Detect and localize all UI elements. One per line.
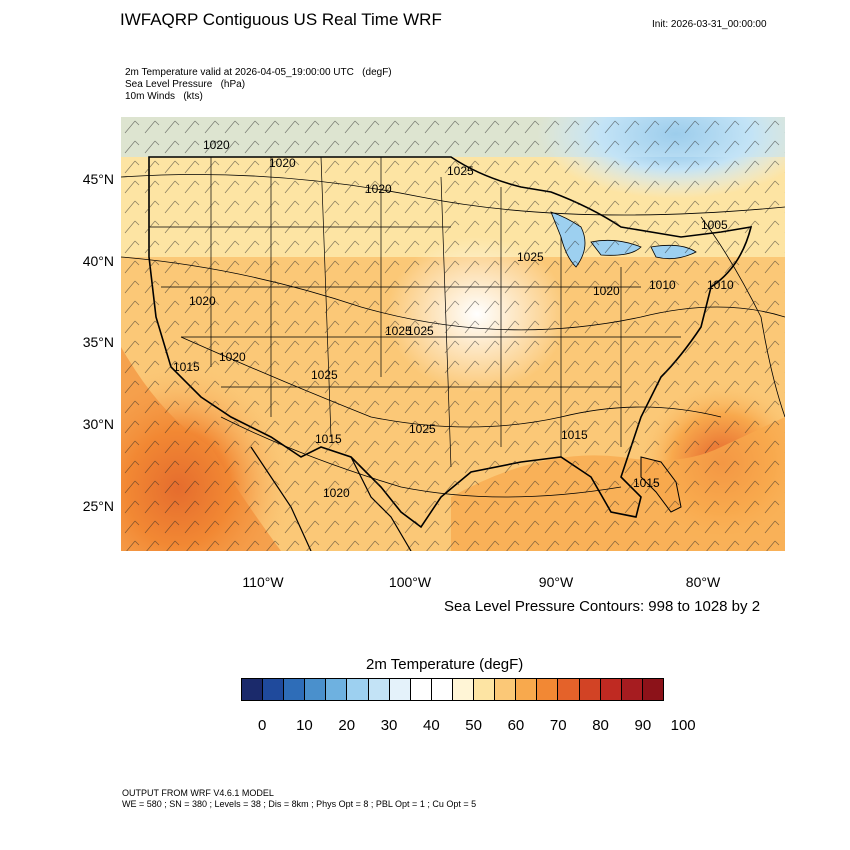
lon-label-110: 110°W (242, 574, 284, 590)
map-title: IWFAQRP Contiguous US Real Time WRF (120, 10, 442, 29)
pressure-label: 1010 (707, 278, 734, 292)
lat-label-25: 25°N (82, 498, 114, 514)
colorbar-tick-label: 60 (507, 717, 525, 734)
colorbar-swatch (579, 679, 601, 700)
pressure-label: 1020 (219, 350, 246, 364)
colorbar-swatch (558, 679, 580, 700)
lon-label-100: 100°W (388, 574, 432, 590)
colorbar-tick-label: 80 (592, 717, 609, 734)
colorbar-tick-label: 100 (670, 717, 696, 734)
colorbar (241, 678, 664, 701)
colorbar-title: 2m Temperature (degF) (366, 656, 524, 673)
pressure-label: 1015 (633, 476, 660, 490)
lon-label-80: 80°W (685, 574, 721, 590)
colorbar-tick-label: 20 (338, 717, 356, 734)
lat-label-30: 30°N (82, 416, 114, 432)
colorbar-swatch (242, 679, 264, 700)
lat-label-35: 35°N (82, 334, 114, 350)
pressure-label: 1025 (407, 324, 434, 338)
pressure-label: 1005 (701, 218, 728, 232)
field-winds: 10m Winds (kts) (125, 91, 203, 102)
pressure-label: 1025 (517, 250, 544, 264)
field-pressure: Sea Level Pressure (hPa) (125, 79, 246, 90)
colorbar-swatch (347, 679, 369, 700)
colorbar-tick-label: 10 (296, 717, 313, 734)
footer-model: OUTPUT FROM WRF V4.6.1 MODEL (122, 788, 274, 798)
colorbar-tick-label: 0 (257, 717, 267, 734)
colorbar-swatch (389, 679, 411, 700)
field-descriptions: 2m Temperature valid at 2026-04-05_19:00… (125, 67, 392, 103)
colorbar-swatch (326, 679, 348, 700)
pressure-label: 1020 (189, 294, 216, 308)
pressure-label: 1020 (365, 182, 392, 196)
init-time: Init: 2026-03-31_00:00:00 (652, 19, 767, 30)
pressure-label: 1025 (385, 324, 412, 338)
pressure-label: 1025 (447, 164, 474, 178)
colorbar-tick-label: 40 (423, 717, 440, 734)
colorbar-swatch (495, 679, 517, 700)
pressure-label: 1020 (593, 284, 620, 298)
pressure-label: 1015 (561, 428, 588, 442)
colorbar-swatch (452, 679, 475, 700)
lat-label-45: 45°N (82, 171, 114, 187)
pressure-label: 1010 (649, 278, 676, 292)
field-temperature: 2m Temperature valid at 2026-04-05_19:00… (125, 67, 392, 78)
colorbar-swatch (431, 679, 453, 700)
colorbar-swatch (537, 679, 559, 700)
model-footer: OUTPUT FROM WRF V4.6.1 MODEL WE = 580 ; … (122, 788, 476, 810)
colorbar-tick-label: 70 (549, 717, 567, 734)
wind-barbs (121, 117, 785, 551)
pressure-label: 1015 (173, 360, 200, 374)
colorbar-swatch (642, 679, 663, 700)
pressure-label: 1025 (311, 368, 338, 382)
pressure-label: 1025 (409, 422, 436, 436)
colorbar-swatch (263, 679, 285, 700)
lat-label-40: 40°N (82, 253, 114, 269)
footer-config: WE = 580 ; SN = 380 ; Levels = 38 ; Dis … (122, 799, 477, 809)
pressure-label: 1020 (203, 138, 230, 152)
colorbar-tick-label: 30 (380, 717, 398, 734)
pressure-label: 1015 (315, 432, 342, 446)
colorbar-swatch (621, 679, 643, 700)
colorbar-swatch (284, 679, 306, 700)
contour-note: Sea Level Pressure Contours: 998 to 1028… (444, 598, 761, 615)
lon-label-90: 90°W (538, 574, 574, 590)
colorbar-swatch (368, 679, 390, 700)
colorbar-tick-label: 90 (634, 717, 652, 734)
pressure-label: 1020 (323, 486, 350, 500)
colorbar-tick-label: 50 (465, 717, 482, 734)
colorbar-swatch (305, 679, 327, 700)
colorbar-swatch (516, 679, 538, 700)
colorbar-swatch (410, 679, 432, 700)
pressure-label: 1020 (269, 156, 296, 170)
weather-map: 1020 1020 1020 1025 1025 1025 1020 1010 1010 1005… (121, 117, 785, 551)
colorbar-swatch (474, 679, 496, 700)
colorbar-swatch (600, 679, 622, 700)
